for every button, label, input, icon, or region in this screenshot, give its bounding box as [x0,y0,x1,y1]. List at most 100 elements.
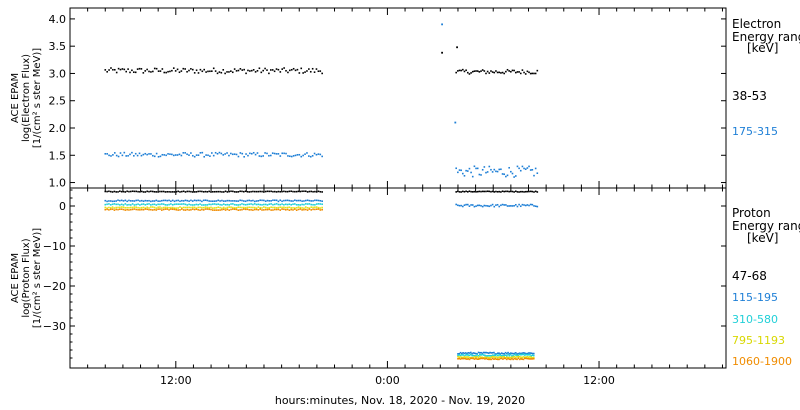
point-proton-4-0-82 [253,208,256,211]
point-proton-1-0-51 [197,199,200,202]
point-electron-0-0-84 [264,67,266,70]
point-electron-1-0-38 [176,154,179,156]
point-proton-3-0-71 [233,207,236,209]
point-proton-3-0-45 [186,206,189,209]
point-electron-1-0-3 [110,155,112,157]
point-proton-2-0-3 [109,204,112,206]
point-proton-3-1-27 [491,355,494,358]
point-electron-0-0-96 [287,71,289,74]
point-proton-1-0-63 [219,200,221,202]
point-proton-1-2-54 [526,352,529,355]
point-proton-0-0-28 [155,191,158,193]
point-proton-4-0-28 [155,209,158,211]
point-electron-0-1-29 [503,72,506,75]
point-proton-2-1-13 [473,354,476,357]
point-proton-0-0-64 [221,191,223,193]
point-proton-3-0-79 [248,206,251,209]
point-proton-0-0-39 [175,190,178,193]
point-proton-4-0-79 [248,209,251,211]
point-proton-0-0-38 [173,191,176,193]
point-proton-1-0-119 [321,200,323,203]
point-proton-0-1-11 [473,190,476,193]
point-proton-0-0-80 [250,190,252,193]
point-proton-4-1-9 [468,358,471,361]
point-proton-1-2-6 [464,352,467,354]
point-electron-1-0-37 [174,154,177,156]
point-electron-1-0-92 [279,155,282,157]
point-proton-4-0-96 [279,209,282,211]
point-electron-1-0-59 [216,152,219,155]
point-proton-0-1-26 [498,190,501,193]
point-electron-0-0-53 [205,71,207,73]
point-electron-0-0-77 [250,69,253,72]
point-proton-4-0-40 [177,209,179,211]
point-proton-4-1-29 [494,357,497,360]
point-proton-3-0-44 [184,206,187,209]
point-proton-0-1-4 [462,190,464,193]
point-proton-3-0-80 [250,206,252,209]
point-proton-1-2-48 [518,352,521,355]
point-proton-3-0-103 [292,207,294,209]
point-proton-0-0-95 [277,190,280,193]
point-proton-4-0-108 [301,209,303,211]
point-proton-3-1-57 [530,356,533,359]
point-proton-3-0-57 [208,206,210,209]
point-proton-3-0-46 [188,206,190,209]
point-proton-2-0-37 [171,203,174,206]
point-proton-4-0-19 [139,209,141,211]
point-proton-4-0-2 [108,209,110,211]
point-electron-1-1-36 [514,175,517,177]
point-electron-0-0-54 [207,70,209,73]
point-proton-1-0-33 [164,199,167,202]
point-electron-0-0-100 [294,69,297,72]
point-proton-0-0-89 [266,190,269,193]
point-proton-1-2-12 [472,352,475,354]
point-proton-3-1-34 [500,356,503,359]
point-proton-1-0-28 [155,199,158,202]
point-electron-1-0-82 [260,155,263,158]
point-proton-4-0-76 [242,208,245,210]
point-proton-1-0-39 [175,199,178,202]
point-proton-1-2-26 [490,352,493,354]
point-proton-4-0-72 [235,208,238,211]
point-proton-3-1-42 [511,356,513,359]
point-proton-3-1-39 [507,356,509,359]
point-proton-3-0-13 [128,206,130,209]
point-proton-1-0-77 [244,200,247,203]
point-proton-1-1-0 [455,203,457,206]
point-proton-3-0-75 [241,206,243,209]
point-proton-3-0-35 [168,206,170,209]
point-electron-0-1-47 [533,72,535,75]
point-proton-3-0-6 [115,206,118,209]
point-proton-1-2-50 [521,352,524,354]
point-proton-4-1-12 [472,357,475,360]
point-proton-3-1-29 [494,356,497,359]
point-proton-2-1-14 [475,355,477,357]
point-proton-0-0-85 [259,190,261,193]
point-proton-4-1-17 [479,357,481,360]
point-electron-0-1-45 [529,72,532,75]
point-proton-0-1-45 [529,190,532,193]
point-proton-3-1-2 [459,356,462,358]
point-proton-0-0-60 [213,190,216,193]
point-electron-0-0-13 [129,71,131,74]
point-proton-4-0-24 [148,208,150,211]
point-proton-1-2-10 [470,351,472,354]
point-proton-2-0-114 [312,203,314,206]
point-electron-1-0-60 [218,151,221,154]
point-proton-2-0-84 [257,203,260,206]
point-electron-0-0-59 [216,72,219,75]
point-electron-1-1-31 [506,174,509,177]
point-proton-1-0-48 [191,200,194,202]
point-proton-2-0-28 [155,204,158,206]
point-electron-0-1-26 [498,71,501,74]
point-proton-4-0-10 [122,208,125,211]
point-electron-1-0-63 [224,153,226,155]
point-proton-1-0-92 [272,199,274,202]
point-proton-2-0-21 [142,203,145,205]
point-proton-0-0-88 [264,190,267,193]
point-proton-1-2-7 [466,352,468,355]
point-proton-4-0-53 [201,208,203,211]
point-electron-0-1-4 [462,68,464,71]
point-electron-0-extra-1 [456,46,458,49]
